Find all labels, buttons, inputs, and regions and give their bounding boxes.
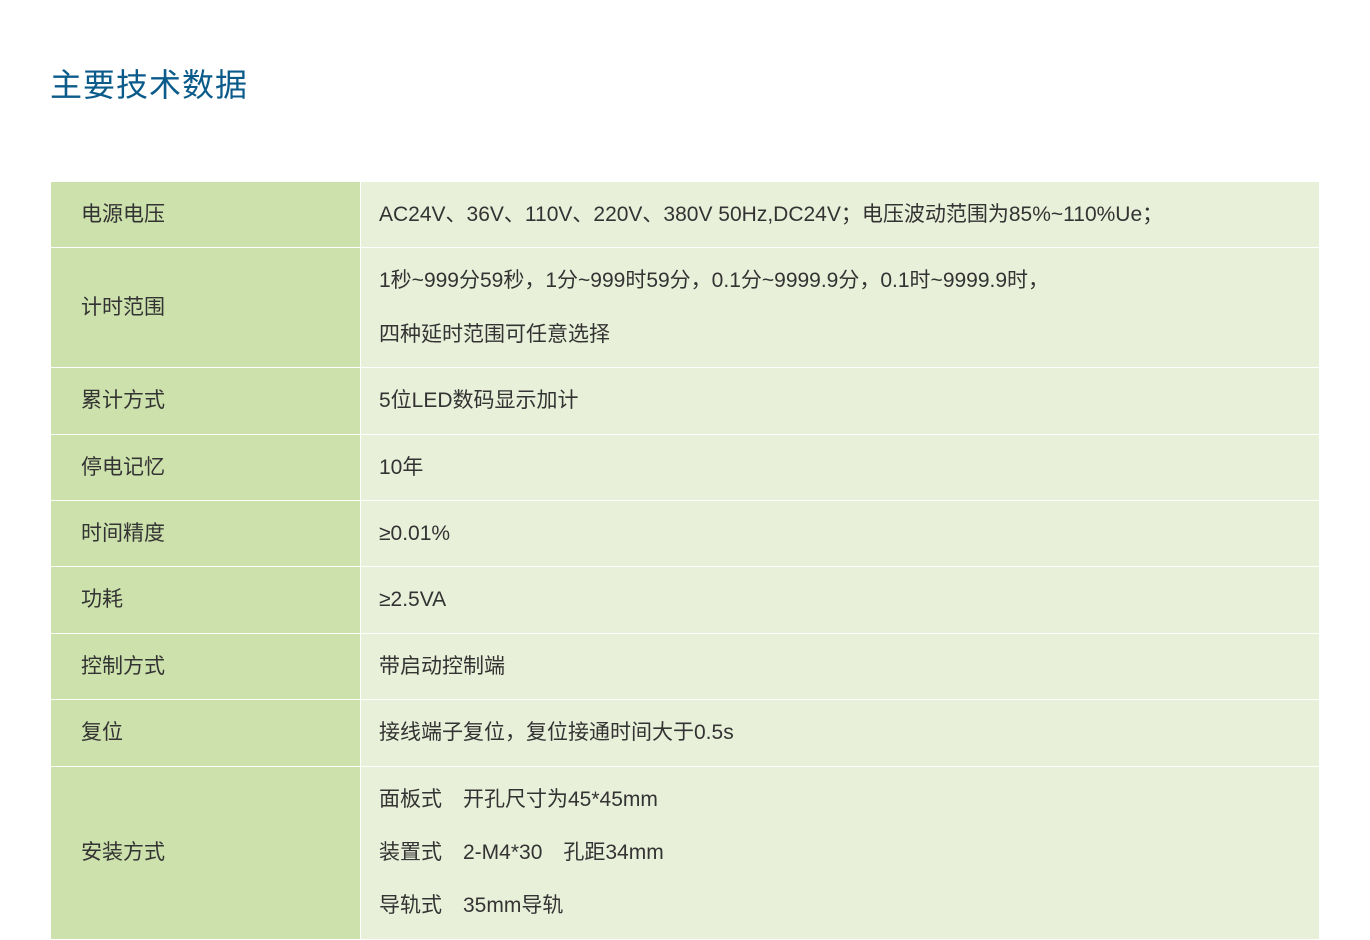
row-label: 安装方式 [51,766,361,939]
row-label: 复位 [51,700,361,766]
table-row: 功耗 ≥2.5VA [51,567,1320,633]
spec-table: 电源电压 AC24V、36V、110V、220V、380V 50Hz,DC24V… [50,181,1320,940]
row-label: 功耗 [51,567,361,633]
row-value: ≥0.01% [361,500,1320,566]
table-row: 复位 接线端子复位，复位接通时间大于0.5s [51,700,1320,766]
row-value-line: 面板式 开孔尺寸为45*45mm [379,785,1299,814]
row-value: 面板式 开孔尺寸为45*45mm 装置式 2-M4*30 孔距34mm 导轨式 … [361,766,1320,939]
table-row: 停电记忆 10年 [51,434,1320,500]
table-row: 计时范围 1秒~999分59秒，1分~999时59分，0.1分~9999.9分，… [51,248,1320,368]
table-row: 电源电压 AC24V、36V、110V、220V、380V 50Hz,DC24V… [51,182,1320,248]
row-value: ≥2.5VA [361,567,1320,633]
row-value: 10年 [361,434,1320,500]
row-label: 计时范围 [51,248,361,368]
row-value: 5位LED数码显示加计 [361,368,1320,434]
section-title: 主要技术数据 [50,60,1320,106]
table-row: 时间精度 ≥0.01% [51,500,1320,566]
row-label: 电源电压 [51,182,361,248]
row-label: 时间精度 [51,500,361,566]
row-value-line: 导轨式 35mm导轨 [379,891,1299,920]
row-value: 带启动控制端 [361,633,1320,699]
row-value-line: 1秒~999分59秒，1分~999时59分，0.1分~9999.9分，0.1时~… [379,266,1299,295]
table-row: 安装方式 面板式 开孔尺寸为45*45mm 装置式 2-M4*30 孔距34mm… [51,766,1320,939]
row-label: 控制方式 [51,633,361,699]
table-row: 控制方式 带启动控制端 [51,633,1320,699]
row-label: 累计方式 [51,368,361,434]
row-value: 接线端子复位，复位接通时间大于0.5s [361,700,1320,766]
row-label: 停电记忆 [51,434,361,500]
row-value: AC24V、36V、110V、220V、380V 50Hz,DC24V；电压波动… [361,182,1320,248]
row-value-line: 装置式 2-M4*30 孔距34mm [379,838,1299,867]
row-value-line: 四种延时范围可任意选择 [379,320,1299,349]
table-row: 累计方式 5位LED数码显示加计 [51,368,1320,434]
row-value: 1秒~999分59秒，1分~999时59分，0.1分~9999.9分，0.1时~… [361,248,1320,368]
